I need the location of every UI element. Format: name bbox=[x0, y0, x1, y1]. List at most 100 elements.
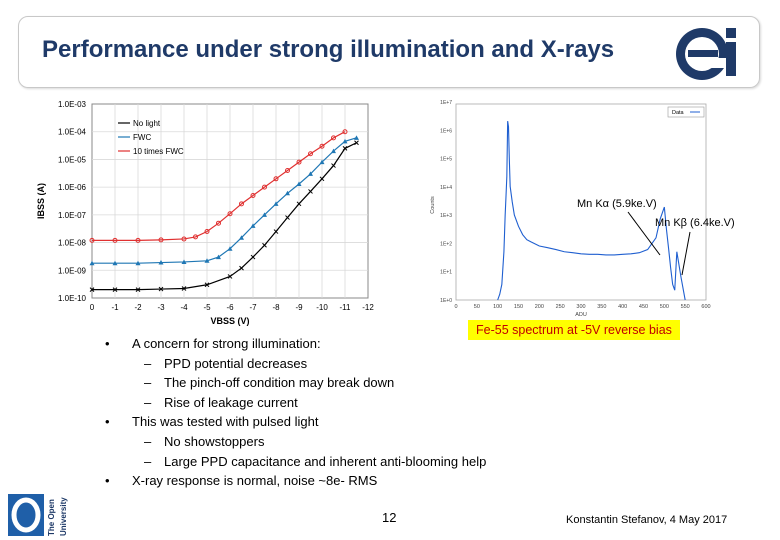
data-point bbox=[262, 212, 267, 217]
x-tick-label: 300 bbox=[576, 304, 585, 310]
annotation-mn-ka: Mn Kα (5.9ke.V) bbox=[577, 198, 657, 210]
x-tick-label: -10 bbox=[316, 303, 328, 312]
legend-label: FWC bbox=[133, 133, 151, 142]
title-frame bbox=[18, 16, 760, 88]
data-point bbox=[135, 260, 141, 266]
y-tick-label: 1.0E-06 bbox=[58, 183, 87, 192]
data-point bbox=[319, 176, 325, 182]
data-point bbox=[262, 184, 267, 190]
legend-box bbox=[667, 106, 705, 118]
y-tick-label: 1E+2 bbox=[440, 241, 452, 247]
data-point bbox=[331, 135, 336, 141]
data-point bbox=[331, 148, 336, 154]
ei-logo bbox=[676, 28, 736, 80]
data-point bbox=[89, 287, 95, 293]
data-point bbox=[250, 254, 256, 260]
data-point bbox=[204, 229, 210, 235]
y-tick-label: 1.0E-03 bbox=[58, 100, 87, 109]
series-line bbox=[92, 142, 357, 291]
x-tick-label: 600 bbox=[701, 304, 710, 310]
data-point bbox=[354, 135, 359, 140]
data-point bbox=[89, 260, 95, 266]
sub-bullet-item: – PPD potential decreases bbox=[100, 354, 530, 374]
data-point bbox=[112, 237, 118, 243]
data-point bbox=[308, 151, 313, 157]
data-point bbox=[319, 159, 325, 165]
data-point bbox=[158, 286, 164, 292]
y-axis-label: Counts bbox=[430, 196, 436, 214]
bullet-dash: – bbox=[144, 394, 152, 410]
sub-bullet-item: – Rise of leakage current bbox=[100, 393, 530, 413]
x-tick-label: -9 bbox=[295, 303, 303, 312]
x-tick-label: -8 bbox=[272, 303, 280, 312]
y-tick-label: 1E+4 bbox=[440, 185, 452, 191]
bullet-item: • A concern for strong illumination: bbox=[100, 334, 530, 354]
data-point bbox=[239, 235, 244, 240]
open-university-logo: The Open University bbox=[8, 494, 68, 536]
data-point bbox=[342, 138, 348, 144]
annotation-arrow-ka bbox=[627, 211, 661, 256]
data-point bbox=[158, 260, 164, 265]
fe55-spectrum-chart: 1E+7 1E+6 1E+5 1E+4 1E+3 1E+2 1E+1 1E+00 50 100 15… bbox=[430, 100, 735, 318]
data-point bbox=[193, 234, 198, 240]
data-point bbox=[285, 167, 290, 173]
data-point bbox=[227, 274, 233, 279]
data-point bbox=[135, 287, 141, 293]
y-tick-label: 1E+1 bbox=[440, 270, 452, 276]
bullet-text: Large PPD capacitance and inherent anti-… bbox=[164, 453, 487, 469]
y-tick-label: 1.0E-08 bbox=[58, 239, 87, 248]
bullet-dot: • bbox=[105, 414, 110, 430]
data-point bbox=[354, 140, 359, 146]
series-line bbox=[92, 131, 346, 241]
bullet-text: X-ray response is normal, noise ~8e- RMS bbox=[132, 473, 378, 489]
data-point bbox=[239, 265, 244, 271]
data-point bbox=[89, 237, 95, 243]
bullet-text: PPD potential decreases bbox=[164, 355, 308, 371]
data-point bbox=[342, 129, 348, 135]
data-point bbox=[285, 190, 290, 196]
footer-author: Konstantin Stefanov, 4 May 2017 bbox=[566, 514, 728, 526]
legend-label: No light bbox=[133, 119, 161, 128]
data-point bbox=[227, 246, 233, 251]
plot-area bbox=[455, 103, 707, 301]
iv-curve-chart: 1.0E-03 1.0E-04 1.0E-05 1.0E-06 1.0E-07 1.0E-… bbox=[36, 100, 374, 326]
bullet-dot: • bbox=[105, 336, 110, 351]
spectrum-line bbox=[497, 121, 686, 301]
y-tick-label: 1E+5 bbox=[440, 157, 452, 163]
x-tick-label: 400 bbox=[618, 304, 627, 310]
x-tick-label: 550 bbox=[681, 304, 690, 310]
annotation-mn-kb: Mn Kβ (6.4ke.V) bbox=[655, 217, 735, 229]
x-tick-label: -3 bbox=[157, 303, 165, 312]
y-tick-label: 1E+3 bbox=[440, 213, 452, 219]
y-tick-label: 1.0E-10 bbox=[58, 294, 87, 303]
bullet-item: • X-ray response is normal, noise ~8e- RM… bbox=[100, 471, 530, 491]
bullet-dot: • bbox=[105, 473, 110, 489]
bullet-text: No showstoppers bbox=[164, 433, 265, 449]
bullet-dash: – bbox=[144, 453, 152, 469]
x-tick-label: -7 bbox=[249, 303, 257, 312]
data-point bbox=[308, 189, 313, 194]
x-tick-label: -1 bbox=[111, 303, 119, 312]
data-point bbox=[227, 211, 233, 217]
sub-bullet-item: – Large PPD capacitance and inherent anti… bbox=[100, 452, 530, 472]
data-point bbox=[158, 237, 164, 243]
bullet-list: • A concern for strong illumination: – PPD … bbox=[100, 334, 530, 491]
ou-logo-line1: The Open bbox=[47, 499, 56, 536]
y-tick-label: 1E+6 bbox=[440, 128, 452, 134]
data-point bbox=[331, 163, 336, 168]
bullet-text: A concern for strong illumination: bbox=[132, 336, 321, 351]
sub-bullet-item: – The pinch-off condition may break down bbox=[100, 373, 530, 393]
x-tick-label: -12 bbox=[362, 303, 374, 312]
bullet-dash: – bbox=[144, 375, 152, 391]
data-point bbox=[135, 237, 141, 243]
x-tick-label: -4 bbox=[180, 303, 188, 312]
x-axis-label: VBSS (V) bbox=[210, 316, 249, 326]
x-tick-label: -11 bbox=[340, 303, 352, 312]
data-point bbox=[239, 201, 244, 207]
x-tick-label: 500 bbox=[660, 304, 669, 310]
bullet-text: The pinch-off condition may break down bbox=[164, 375, 395, 391]
legend-label: Data bbox=[672, 110, 685, 116]
x-tick-label: 350 bbox=[597, 304, 606, 310]
data-point bbox=[112, 287, 118, 293]
x-tick-label: 50 bbox=[474, 304, 480, 310]
